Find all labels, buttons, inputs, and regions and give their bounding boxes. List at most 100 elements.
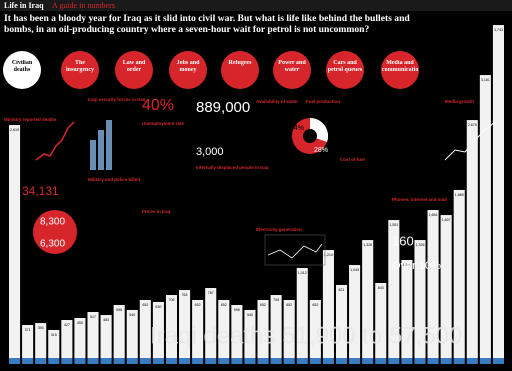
bar-base — [335, 358, 348, 364]
value-label: 708 — [273, 298, 279, 302]
topic-label: Jobs and money — [176, 60, 200, 73]
figures: 40% 889,000 3,000 34,131 8,300 6,300 34% 28% 160… — [22, 97, 441, 272]
topic-circle — [326, 51, 364, 89]
bar — [453, 189, 465, 358]
value-label: 652 — [260, 303, 266, 307]
bar — [74, 317, 86, 358]
bar — [414, 240, 426, 358]
top-strip — [0, 0, 512, 11]
value-label: 1,607 — [442, 218, 451, 222]
bar — [152, 301, 164, 358]
bar-base — [296, 358, 308, 364]
value-label: 1,326 — [415, 243, 424, 247]
figure-value: 889,000 — [196, 99, 250, 116]
bar — [466, 120, 478, 358]
panel-label: Electricity generation — [256, 227, 302, 232]
bar-base — [414, 358, 426, 364]
bar — [179, 290, 191, 358]
figure-value: 8,300 — [40, 217, 65, 228]
bar — [309, 300, 321, 358]
bar — [401, 259, 413, 358]
topic-box: Jobs and money — [176, 60, 200, 73]
bar-base — [479, 358, 491, 364]
bar — [322, 250, 334, 358]
bar — [388, 220, 400, 358]
topic-circle — [273, 51, 311, 89]
bar — [35, 323, 47, 358]
bar — [244, 309, 256, 358]
bar — [296, 267, 308, 358]
value-label: 371 — [25, 328, 31, 332]
value-label: 315 — [51, 333, 57, 337]
mini-line — [267, 243, 323, 259]
bar-base — [113, 358, 125, 364]
bar-base — [349, 358, 361, 364]
panel-label: Prices in Iraq — [142, 209, 171, 214]
bar — [492, 25, 504, 358]
figure-value: 34% — [290, 125, 304, 132]
value-label: 517 — [90, 315, 96, 319]
bar — [205, 287, 217, 358]
bar — [440, 215, 452, 358]
value-label: 652 — [142, 303, 148, 307]
figure-value: 160 — [392, 233, 414, 248]
bar-base — [139, 358, 151, 364]
value-label: 652 — [195, 303, 201, 307]
panel-label: Phones, internet and mail — [392, 197, 447, 202]
section-subtitle: A guide in numbers — [52, 1, 115, 10]
section-title: Life in Iraq — [4, 1, 44, 10]
panel-label: Unemployment rate — [142, 121, 185, 126]
topic-box: Media and communication — [382, 60, 418, 73]
topic-label: Refugees — [228, 60, 252, 66]
topic-box: Cars and petrol queues — [328, 60, 362, 73]
bar-base — [179, 358, 191, 364]
value-label: 540 — [247, 313, 253, 317]
value-label: 540 — [129, 313, 135, 317]
topic-label: The insurgency — [65, 60, 94, 73]
bar-base — [61, 358, 73, 364]
value-label: 483 — [103, 318, 109, 322]
value-label: 3,181 — [481, 78, 490, 82]
figure-value: 28% — [314, 147, 328, 154]
panel-label: Internally displaced people in Iraq — [196, 165, 269, 170]
headline-box: It has been a bloody year for Iraq as it… — [4, 14, 410, 34]
bar-base — [322, 358, 334, 364]
topic-box: Power and water — [278, 60, 305, 73]
topic-circle — [221, 51, 259, 89]
value-label: 3,743 — [494, 28, 503, 32]
value-label: 652 — [221, 303, 227, 307]
bar — [479, 75, 491, 359]
value-label: 1,102 — [402, 263, 411, 267]
bar — [375, 283, 387, 358]
topic-circle — [115, 51, 153, 89]
topic-box: Refugees — [228, 60, 252, 66]
chart-title: Iraqi deaths 51,900 to 57,500 — [150, 322, 462, 349]
value-label: 596 — [116, 308, 122, 312]
bar-base — [362, 358, 374, 364]
bar-base — [401, 358, 413, 364]
bar-base — [22, 358, 34, 364]
value-label: 821 — [339, 288, 345, 292]
bar — [349, 265, 361, 358]
bar-base — [257, 358, 269, 364]
bar-base — [309, 358, 321, 364]
value-label: 596 — [234, 308, 240, 312]
bar — [100, 315, 112, 358]
bar — [22, 325, 34, 358]
bar — [218, 300, 230, 358]
value-label: 630 — [155, 305, 161, 309]
bar — [48, 329, 60, 358]
bar-base — [440, 358, 452, 364]
bar-base — [100, 358, 112, 364]
value-label: 764 — [182, 293, 188, 297]
bar-base — [35, 358, 47, 364]
bar-base — [74, 358, 86, 364]
bar — [9, 125, 21, 358]
bar — [61, 320, 73, 358]
topic-label: Civilian deaths — [11, 60, 33, 73]
value-label: 1,045 — [350, 268, 359, 272]
topic-circle — [61, 51, 99, 89]
bar — [87, 312, 99, 358]
